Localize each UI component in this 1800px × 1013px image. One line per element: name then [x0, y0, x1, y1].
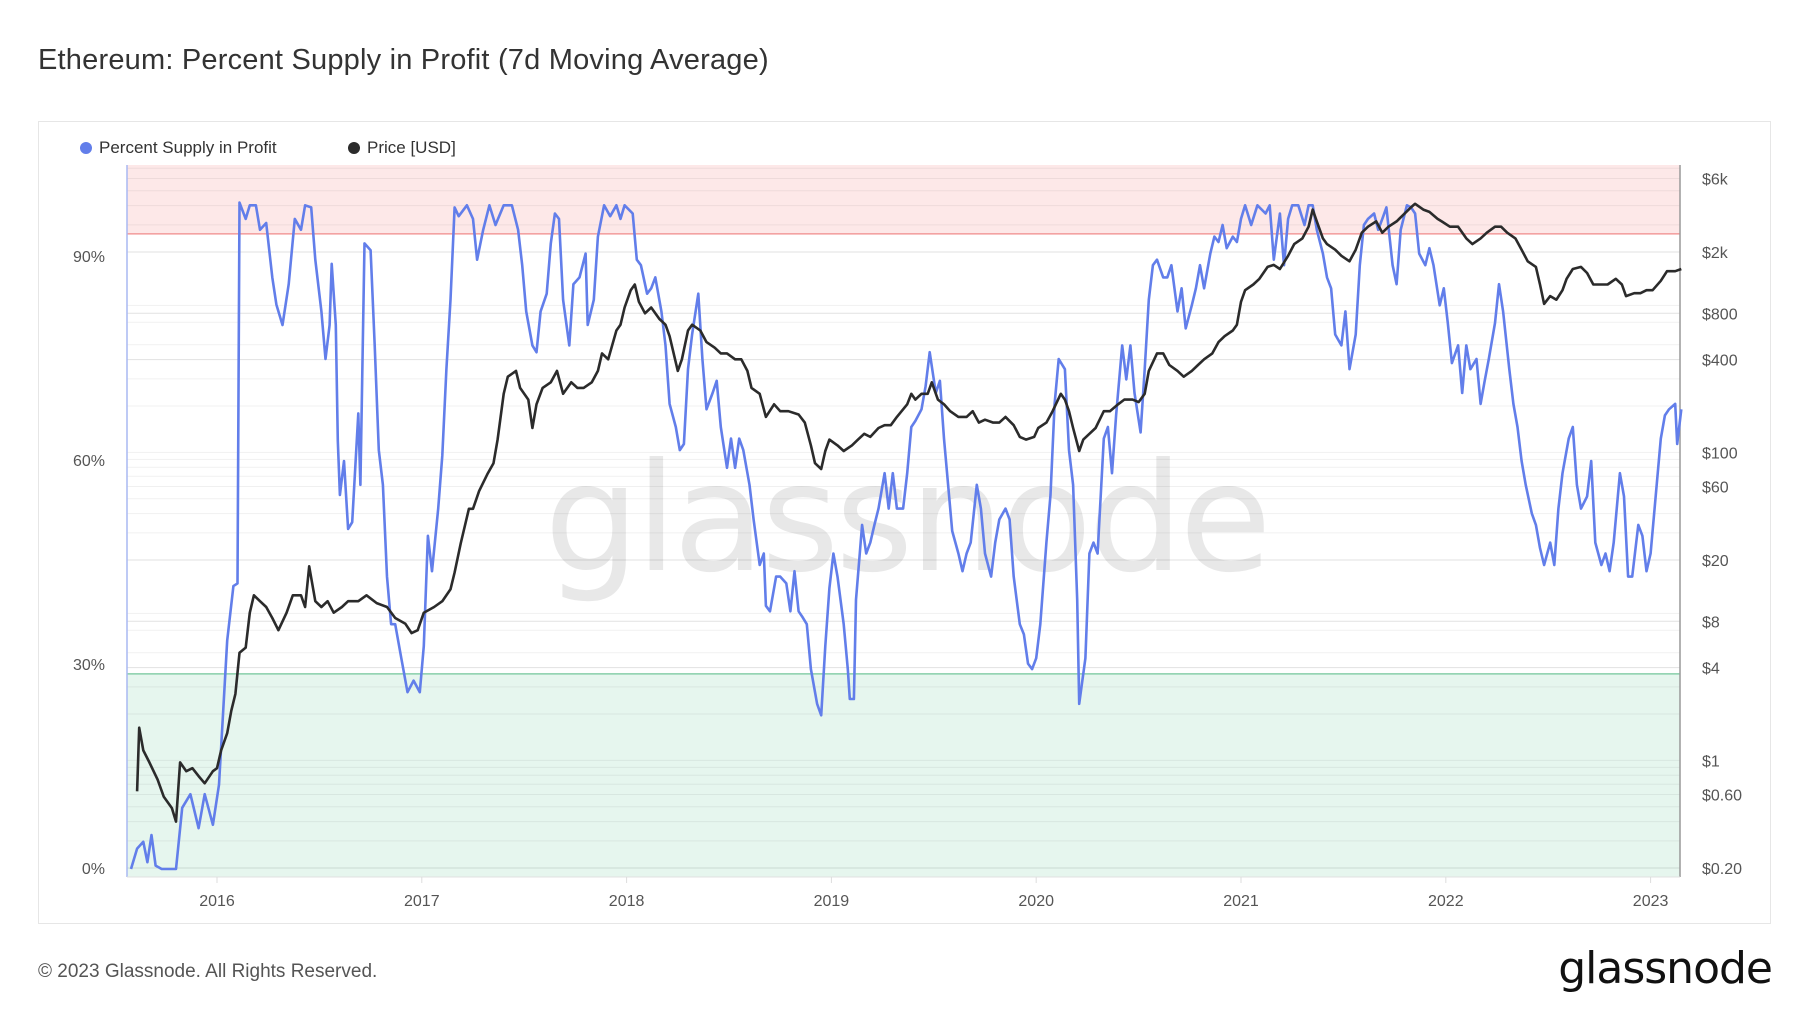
y-right-tick-label: $20 — [1702, 553, 1729, 570]
x-tick-label: 2020 — [1018, 893, 1054, 910]
y-right-tick-label: $1 — [1702, 753, 1720, 770]
y-right-tick-label: $8 — [1702, 614, 1720, 631]
y-right-tick-label: $800 — [1702, 306, 1738, 323]
legend-item-percent-supply[interactable]: Percent Supply in Profit — [80, 138, 277, 158]
x-tick-label: 2023 — [1633, 893, 1669, 910]
y-right-tick-label: $6k — [1702, 172, 1729, 189]
x-tick-label: 2021 — [1223, 893, 1259, 910]
x-tick-label: 2019 — [814, 893, 850, 910]
y-left-tick-label: 0% — [82, 861, 105, 878]
y-right-tick-label: $4 — [1702, 661, 1720, 678]
y-left-tick-label: 60% — [73, 453, 105, 470]
legend-label: Percent Supply in Profit — [99, 138, 277, 157]
undervalued-band — [127, 673, 1680, 877]
y-right-tick-label: $60 — [1702, 480, 1729, 497]
y-left-tick-label: 30% — [73, 657, 105, 674]
copyright: © 2023 Glassnode. All Rights Reserved. — [38, 961, 378, 982]
y-right-tick-label: $0.20 — [1702, 861, 1742, 878]
x-tick-label: 2017 — [404, 893, 440, 910]
x-tick-label: 2022 — [1428, 893, 1464, 910]
price-line — [135, 202, 1682, 823]
chart-title: Ethereum: Percent Supply in Profit (7d M… — [38, 44, 769, 76]
legend-dot-icon — [348, 142, 360, 154]
percent-supply-line — [129, 201, 1683, 871]
glassnode-logo: glassnode — [1558, 943, 1773, 994]
x-tick-label: 2018 — [609, 893, 645, 910]
legend-item-price[interactable]: Price [USD] — [348, 138, 456, 158]
y-left-tick-label: 90% — [73, 249, 105, 266]
overvalued-band — [127, 165, 1680, 234]
y-right-tick-label: $400 — [1702, 353, 1738, 370]
x-tick-label: 2016 — [199, 893, 235, 910]
y-right-tick-label: $100 — [1702, 445, 1738, 462]
chart-frame — [38, 121, 1771, 924]
y-right-tick-label: $0.60 — [1702, 788, 1742, 805]
legend-dot-icon — [80, 142, 92, 154]
legend-label: Price [USD] — [367, 138, 456, 157]
y-right-tick-label: $2k — [1702, 245, 1729, 262]
watermark: glassnode — [544, 432, 1267, 606]
